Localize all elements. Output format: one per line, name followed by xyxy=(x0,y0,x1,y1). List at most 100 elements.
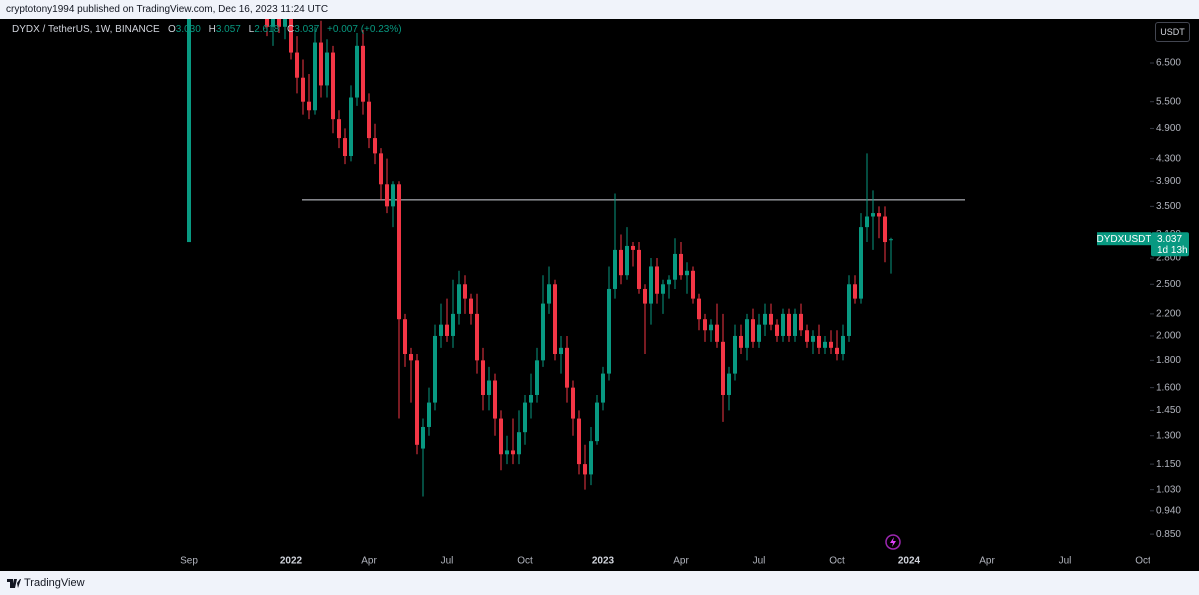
price-label-value: 3.037 xyxy=(1157,234,1182,245)
candle-body xyxy=(817,335,821,348)
candle-body xyxy=(373,138,377,154)
price-axis: 6.5005.5004.9004.3003.9003.5003.1002.800… xyxy=(1096,58,1189,540)
candle-body xyxy=(505,450,509,455)
candle-body xyxy=(703,319,707,331)
candle-body xyxy=(799,313,803,331)
candle-body xyxy=(757,324,761,342)
candle-body xyxy=(391,184,395,207)
candle-body xyxy=(715,324,719,342)
candle-body xyxy=(265,19,269,27)
candle-body xyxy=(847,284,851,336)
candle-body xyxy=(457,284,461,314)
publisher: cryptotony1994 published on TradingView.… xyxy=(6,4,329,15)
candle-body xyxy=(691,270,695,299)
candle-body xyxy=(523,402,527,433)
candle-body xyxy=(631,245,635,250)
candle-body xyxy=(667,279,671,285)
low-value: 2.618 xyxy=(254,24,280,35)
high-value: 3.057 xyxy=(215,24,241,35)
candle-body xyxy=(475,313,479,361)
candle-body xyxy=(271,19,275,27)
y-tick-label: 6.500 xyxy=(1156,58,1181,69)
chart: Sep 2022 Apr Jul Oct 2023 Apr Jul Oct 2024 Apr Jul O… xyxy=(0,19,1199,571)
candle-body xyxy=(823,341,827,348)
candle-body xyxy=(877,213,881,217)
candle-body xyxy=(499,418,503,455)
candle-body xyxy=(493,380,497,419)
candle-body xyxy=(883,216,887,243)
candle-body xyxy=(607,288,611,374)
candle-body xyxy=(517,432,521,455)
candle-body xyxy=(445,324,449,336)
candle-body xyxy=(781,313,785,336)
candle-body xyxy=(739,335,743,348)
candle-body xyxy=(619,249,623,276)
x-tick-label: Apr xyxy=(673,556,689,567)
candle-body xyxy=(811,335,815,342)
candle-body xyxy=(433,335,437,403)
candle-body xyxy=(589,441,593,475)
y-tick-label: 2.000 xyxy=(1156,331,1181,342)
candle-body xyxy=(301,77,305,102)
candle-body xyxy=(187,19,191,243)
candle-body xyxy=(511,450,515,455)
x-tick-label: Sep xyxy=(180,556,198,567)
candle-body xyxy=(625,245,629,276)
candle-body xyxy=(583,464,587,475)
currency-button[interactable]: USDT xyxy=(1155,22,1190,42)
high-label: H xyxy=(208,24,216,35)
candle-body xyxy=(745,319,749,348)
candle-body xyxy=(787,313,791,336)
candle-body xyxy=(559,347,563,355)
candle-body xyxy=(397,184,401,320)
y-tick-label: 1.150 xyxy=(1156,459,1181,470)
candle-body xyxy=(313,42,317,111)
plot-area: Sep 2022 Apr Jul Oct 2023 Apr Jul Oct 2024 Apr Jul O… xyxy=(180,19,1151,567)
candle-body xyxy=(601,373,605,403)
candle-body xyxy=(643,288,647,304)
candle-body xyxy=(421,426,425,449)
candle-body xyxy=(853,284,857,299)
y-tick-label: 2.500 xyxy=(1156,279,1181,290)
y-tick-label: 4.900 xyxy=(1156,123,1181,134)
candle-body xyxy=(733,335,737,374)
y-tick-label: 3.900 xyxy=(1156,176,1181,187)
candle-body xyxy=(721,341,725,395)
chart-background xyxy=(0,19,1199,571)
candle-body xyxy=(331,52,335,120)
x-tick-label: Oct xyxy=(1135,556,1151,567)
close-value: 3.037 xyxy=(294,24,320,35)
candle-body xyxy=(673,253,677,280)
candle-body xyxy=(769,313,773,325)
candle-body xyxy=(865,216,869,228)
candle-body xyxy=(535,360,539,395)
footer: TradingView xyxy=(0,571,1199,595)
candle-body xyxy=(319,42,323,86)
candle-body xyxy=(637,249,641,289)
candle-body xyxy=(835,347,839,355)
candle-body xyxy=(355,45,359,98)
candle-body xyxy=(403,319,407,355)
candle-body xyxy=(415,360,419,445)
x-tick-label: Oct xyxy=(829,556,845,567)
brand: TradingView xyxy=(24,577,85,589)
candle-body xyxy=(751,319,755,342)
candle-body xyxy=(577,418,581,465)
y-tick-label: 0.940 xyxy=(1156,505,1181,516)
candle-body xyxy=(337,119,341,139)
y-tick-label: 1.300 xyxy=(1156,430,1181,441)
price-label-symbol: DYDXUSDT xyxy=(1096,234,1151,245)
open-label: O xyxy=(167,24,176,35)
candle-body xyxy=(793,313,797,336)
candle-body xyxy=(709,324,713,331)
candle-body xyxy=(565,347,569,388)
candle-body xyxy=(829,341,833,348)
candle-body xyxy=(553,284,557,355)
candle-body xyxy=(547,284,551,304)
change: +0.007 (+0.23%) xyxy=(327,24,402,35)
logo xyxy=(7,578,21,588)
candle-body xyxy=(295,52,299,78)
candle-body xyxy=(481,360,485,395)
candle-body xyxy=(763,313,767,325)
x-tick-label: Apr xyxy=(979,556,995,567)
